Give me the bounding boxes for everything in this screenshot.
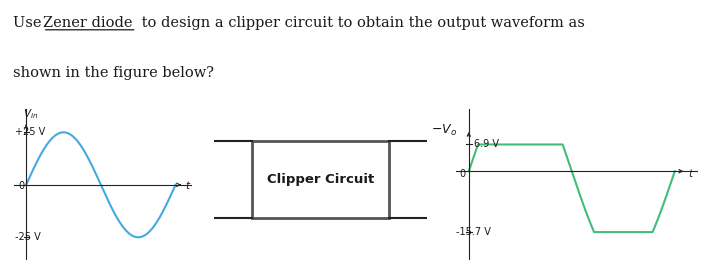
Text: 0: 0 <box>460 169 466 179</box>
Text: to design a clipper circuit to obtain the output waveform as: to design a clipper circuit to obtain th… <box>137 16 585 30</box>
Text: Zener diode: Zener diode <box>43 16 132 30</box>
Text: shown in the figure below?: shown in the figure below? <box>13 66 214 80</box>
Text: t: t <box>186 181 189 191</box>
Text: $V_{in}$: $V_{in}$ <box>23 108 38 122</box>
Text: +25 V: +25 V <box>15 127 45 137</box>
Text: -15.7 V: -15.7 V <box>456 227 491 237</box>
Text: t: t <box>689 169 693 179</box>
Text: $-V_o$: $-V_o$ <box>431 123 457 138</box>
Text: 0: 0 <box>19 181 25 191</box>
FancyBboxPatch shape <box>252 141 389 218</box>
Text: Clipper Circuit: Clipper Circuit <box>267 173 374 186</box>
Text: -25 V: -25 V <box>15 232 41 242</box>
Text: Use: Use <box>13 16 46 30</box>
Text: 6.9 V: 6.9 V <box>473 139 498 150</box>
